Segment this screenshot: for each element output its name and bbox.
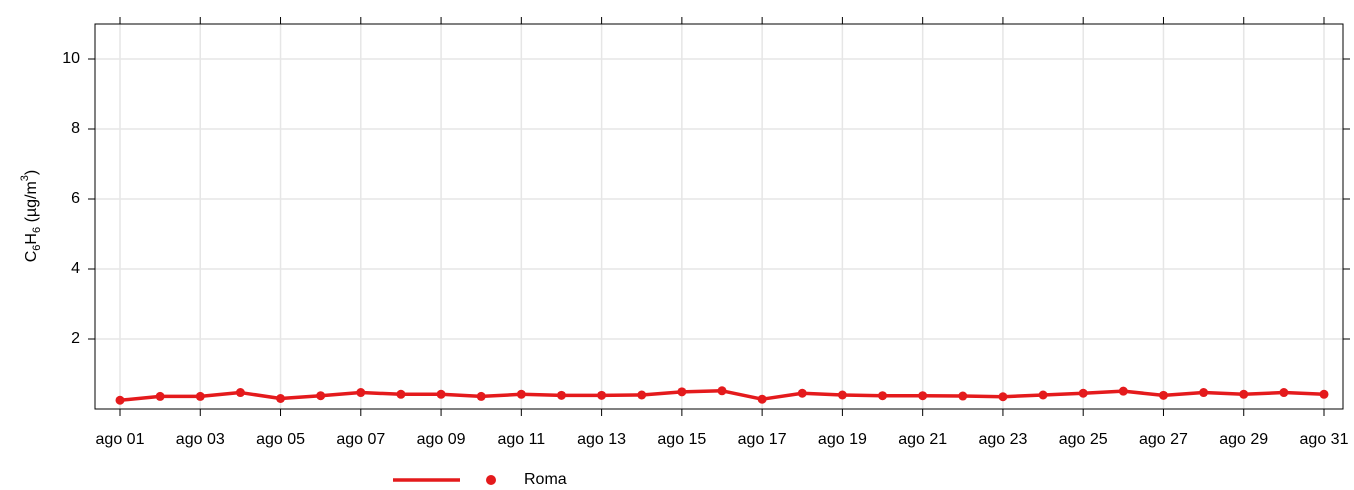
x-tick-label: ago 17 [738, 431, 787, 448]
x-tick-label: ago 15 [657, 431, 706, 448]
data-point [195, 391, 205, 401]
data-point [276, 394, 286, 403]
x-tick-label: ago 29 [1219, 431, 1268, 448]
y-axis-label: C6H6 (µg/m3) [19, 170, 43, 263]
data-point [878, 391, 888, 401]
data-point [918, 391, 928, 401]
x-tick-label: ago 09 [417, 431, 466, 448]
data-point [597, 390, 607, 400]
data-point [476, 391, 486, 401]
data-point [155, 391, 165, 401]
y-label-part: 3 [19, 175, 31, 181]
data-point [757, 394, 767, 404]
data-point [1158, 390, 1168, 400]
data-point [1199, 388, 1209, 398]
data-point [396, 389, 406, 399]
data-point [1038, 390, 1048, 400]
y-tick-label: 10 [62, 50, 80, 67]
data-point [1078, 388, 1088, 398]
data-point [677, 387, 687, 397]
data-point [115, 395, 125, 405]
data-point [1319, 389, 1329, 399]
x-tick-label: ago 21 [898, 431, 947, 448]
x-tick-label: ago 31 [1300, 431, 1349, 448]
data-point [637, 390, 647, 400]
data-point [1279, 388, 1289, 398]
x-tick-label: ago 05 [256, 431, 305, 448]
data-point [516, 389, 526, 399]
data-point [356, 388, 366, 398]
data-point [556, 390, 566, 400]
data-point [235, 388, 245, 398]
data-point [998, 392, 1008, 402]
y-label-part: H [23, 233, 40, 245]
y-tick-label: 2 [71, 330, 80, 347]
data-point [1118, 386, 1128, 396]
legend-label: Roma [524, 471, 567, 488]
legend-point [486, 475, 496, 485]
x-tick-label: ago 23 [978, 431, 1027, 448]
data-point [797, 388, 807, 398]
y-label-part: (µg/m [23, 181, 40, 227]
x-tick-label: ago 27 [1139, 431, 1188, 448]
x-tick-label: ago 13 [577, 431, 626, 448]
x-tick-label: ago 07 [336, 431, 385, 448]
y-tick-label: 8 [71, 120, 80, 137]
x-tick-label: ago 11 [497, 431, 545, 448]
x-tick-label: ago 01 [96, 431, 145, 448]
y-label-part: ) [23, 170, 40, 175]
plot-frame [94, 23, 1344, 410]
y-tick-label: 4 [71, 260, 80, 277]
data-point [837, 390, 847, 400]
y-tick-label: 6 [71, 190, 80, 207]
data-point [1239, 389, 1249, 399]
data-point [436, 389, 446, 399]
x-tick-label: ago 25 [1059, 431, 1108, 448]
data-point [316, 391, 326, 401]
y-label-part: 6 [31, 227, 43, 233]
y-label-part: 6 [31, 245, 43, 251]
y-label-part: C [23, 251, 40, 263]
data-point [958, 391, 968, 401]
data-point [717, 386, 727, 396]
x-tick-label: ago 03 [176, 431, 225, 448]
x-tick-label: ago 19 [818, 431, 867, 448]
